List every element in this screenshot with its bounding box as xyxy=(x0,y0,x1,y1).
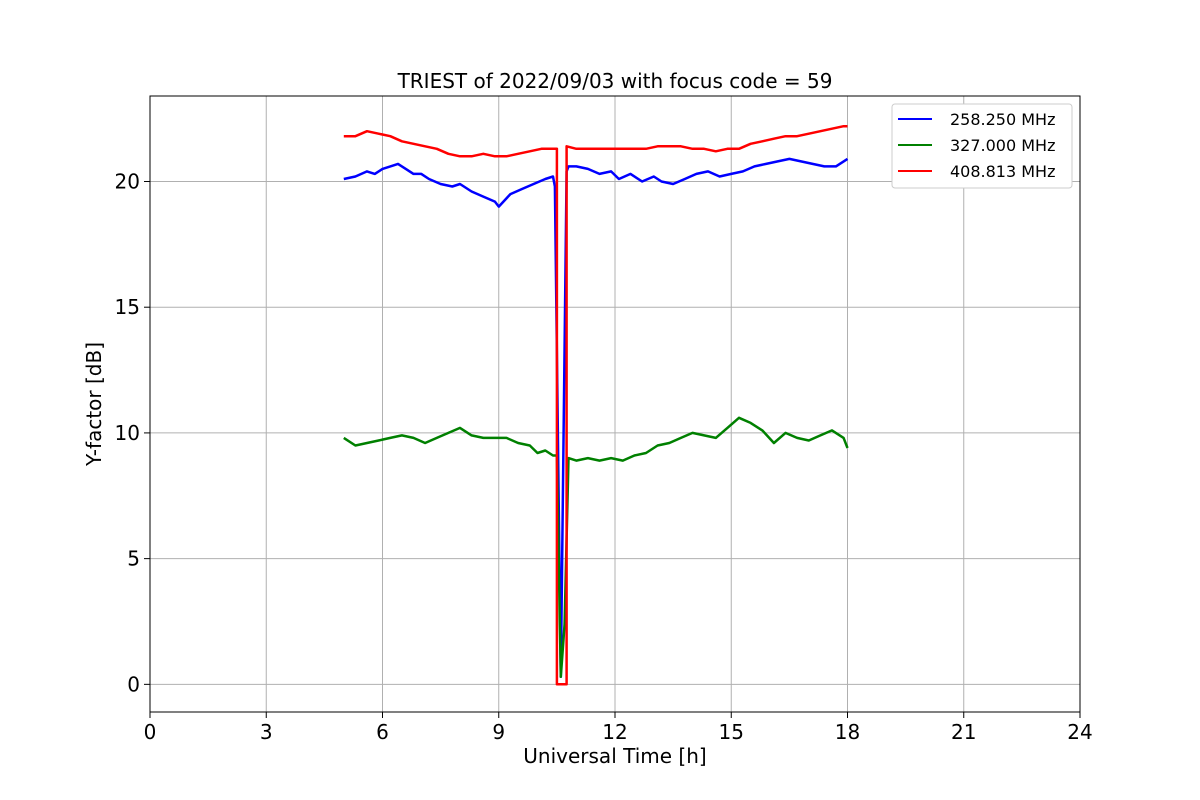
legend-label: 408.813 MHz xyxy=(950,162,1055,181)
y-axis-label: Y-factor [dB] xyxy=(82,342,106,467)
y-tick-label: 5 xyxy=(127,547,140,571)
y-tick-label: 20 xyxy=(115,169,140,193)
x-tick-label: 18 xyxy=(835,720,860,744)
x-axis-label: Universal Time [h] xyxy=(523,744,706,768)
axis-ticks: 0 3 6 9 12 15 18 21 24 0 5 10 15 20 xyxy=(115,169,1093,744)
x-tick-label: 15 xyxy=(719,720,744,744)
legend-box xyxy=(891,103,1073,189)
legend: 258.250 MHz 327.000 MHz 408.813 MHz xyxy=(891,103,1073,189)
series-line-3 xyxy=(343,124,848,686)
x-tick-label: 6 xyxy=(376,720,389,744)
x-tick-label: 9 xyxy=(492,720,505,744)
series-line-2 xyxy=(343,416,849,679)
legend-label: 327.000 MHz xyxy=(950,136,1055,155)
plot-area xyxy=(343,124,849,686)
legend-label: 258.250 MHz xyxy=(950,110,1055,129)
y-tick-label: 15 xyxy=(115,295,140,319)
y-tick-label: 10 xyxy=(115,421,140,445)
x-tick-label: 12 xyxy=(602,720,627,744)
x-tick-label: 0 xyxy=(144,720,157,744)
x-tick-label: 24 xyxy=(1067,720,1092,744)
x-tick-label: 3 xyxy=(260,720,273,744)
chart-title: TRIEST of 2022/09/03 with focus code = 5… xyxy=(397,69,833,93)
y-tick-label: 0 xyxy=(127,672,140,696)
x-tick-label: 21 xyxy=(951,720,976,744)
